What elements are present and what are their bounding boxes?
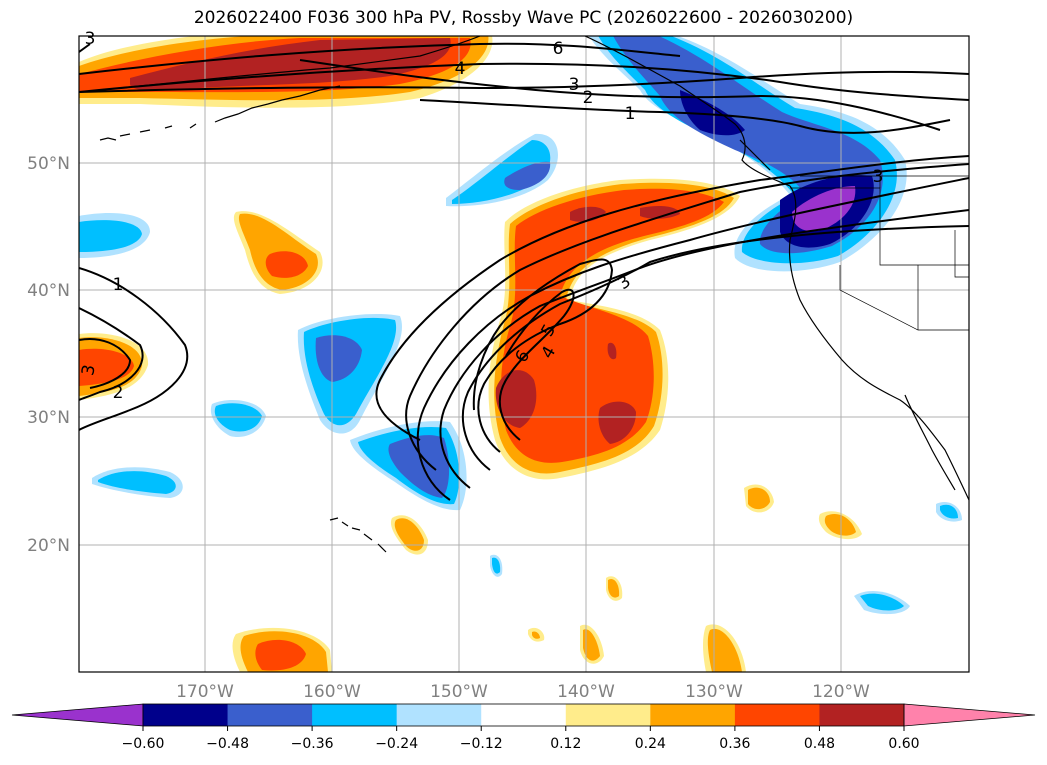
anomaly-positive-center-darkred2 [640, 206, 680, 219]
contour-label-3-north: 3 [569, 75, 580, 95]
anomaly-positive-small7-orange [707, 628, 742, 672]
anomaly-positive-north-darkred [130, 38, 451, 91]
anomaly-negative-south-blue [388, 435, 450, 498]
colorbar-cell [143, 704, 229, 726]
latitude-labels: 50°N 40°N 30°N 20°N [27, 154, 70, 556]
anomaly-negative-nw-navy [680, 90, 745, 136]
anomaly-negative-small4-cyan [940, 504, 958, 519]
anomaly-negative-small3-cyan [492, 557, 501, 574]
colorbar-cell [396, 704, 482, 726]
colorbar-tick-label: 0.12 [550, 736, 581, 752]
colorbar-frame [142, 703, 905, 727]
colorbar-cell [565, 704, 651, 726]
colorbar-tick-label: −0.36 [291, 736, 334, 752]
shaded-pv-anomalies [79, 36, 962, 672]
anomaly-positive-small3-orange [748, 487, 770, 510]
lat-label-40: 40°N [27, 281, 70, 301]
colorbar-tick-label: 0.24 [635, 736, 666, 752]
colorbar-tick-label: 0.48 [804, 736, 835, 752]
contour-label-2-north: 2 [583, 88, 594, 108]
colorbar-tick-label: −0.24 [375, 736, 418, 752]
anomaly-negative-west-edge-cyan [79, 220, 142, 252]
colorbar-tick-label: −0.48 [206, 736, 249, 752]
lon-label-170w: 170°W [176, 682, 234, 702]
anomaly-positive-center-darkred4 [598, 401, 636, 444]
map-frame [78, 35, 970, 673]
map-title: 2026022400 F036 300 hPa PV, Rossby Wave … [193, 8, 854, 28]
colorbar-cell [734, 704, 820, 726]
colorbar-cell [312, 704, 398, 726]
lon-label-160w: 160°W [303, 682, 361, 702]
lon-label-130w: 130°W [685, 682, 743, 702]
anomaly-positive-small1-orange [394, 518, 424, 551]
longitude-labels: 170°W 160°W 150°W 140°W 130°W 120°W [176, 682, 870, 702]
lat-label-20: 20°N [27, 536, 70, 556]
colorbar-cell [819, 704, 905, 726]
state-borders [790, 175, 969, 331]
colorbar-cell [650, 704, 736, 726]
contour-label-3-west: 3 [78, 363, 100, 377]
colorbar-extend-low [11, 703, 144, 727]
anomaly-negative-midnorth-blue [504, 161, 551, 190]
contour-label-1-west: 1 [113, 275, 124, 295]
colorbar-extend-high [903, 703, 1036, 727]
colorbar-cell [481, 704, 567, 726]
anomaly-positive-small4-orange [824, 513, 856, 536]
anomaly-positive-w-red [265, 251, 308, 278]
colorbar-tick-label: −0.12 [460, 736, 503, 752]
anomaly-positive-small5-orange [532, 631, 540, 639]
map-gridlines [79, 36, 969, 672]
anomaly-positive-center-darkred5 [607, 342, 617, 360]
anomaly-positive-center-red [501, 188, 724, 463]
colorbar-cell [227, 704, 313, 726]
colorbar: −0.60 −0.48 −0.36 −0.24 −0.12 0.12 0.24 0.36 0.4… [11, 703, 1036, 752]
anomaly-negative-small5-cyan [860, 593, 904, 611]
anomaly-positive-center-darkred3 [495, 370, 537, 428]
contour-label-3-topleft: 3 [85, 29, 96, 49]
contour-label-2-west: 2 [113, 383, 124, 403]
contour-label-1-north: 1 [625, 104, 636, 124]
lon-label-150w: 150°W [430, 682, 488, 702]
contour-label-4-north: 4 [455, 59, 466, 79]
anomaly-negative-small2-cyan [98, 471, 176, 494]
colorbar-tick-label: −0.60 [122, 736, 165, 752]
anomaly-negative-center-blue [315, 335, 362, 382]
lon-label-120w: 120°W [812, 682, 870, 702]
anomaly-positive-small2-orange [608, 578, 620, 598]
coastlines [79, 36, 969, 553]
anomaly-positive-bottom-red [255, 639, 306, 671]
lat-label-50: 50°N [27, 154, 70, 174]
lat-label-30: 30°N [27, 408, 70, 428]
anomaly-positive-small6-orange [583, 629, 600, 661]
contour-label-6-north: 6 [553, 39, 564, 59]
colorbar-tick-label: 0.36 [719, 736, 750, 752]
colorbar-tick-label: 0.60 [888, 736, 919, 752]
lon-label-140w: 140°W [557, 682, 615, 702]
contour-label-3-oregon: 3 [873, 167, 884, 187]
pv-contours [79, 42, 969, 501]
